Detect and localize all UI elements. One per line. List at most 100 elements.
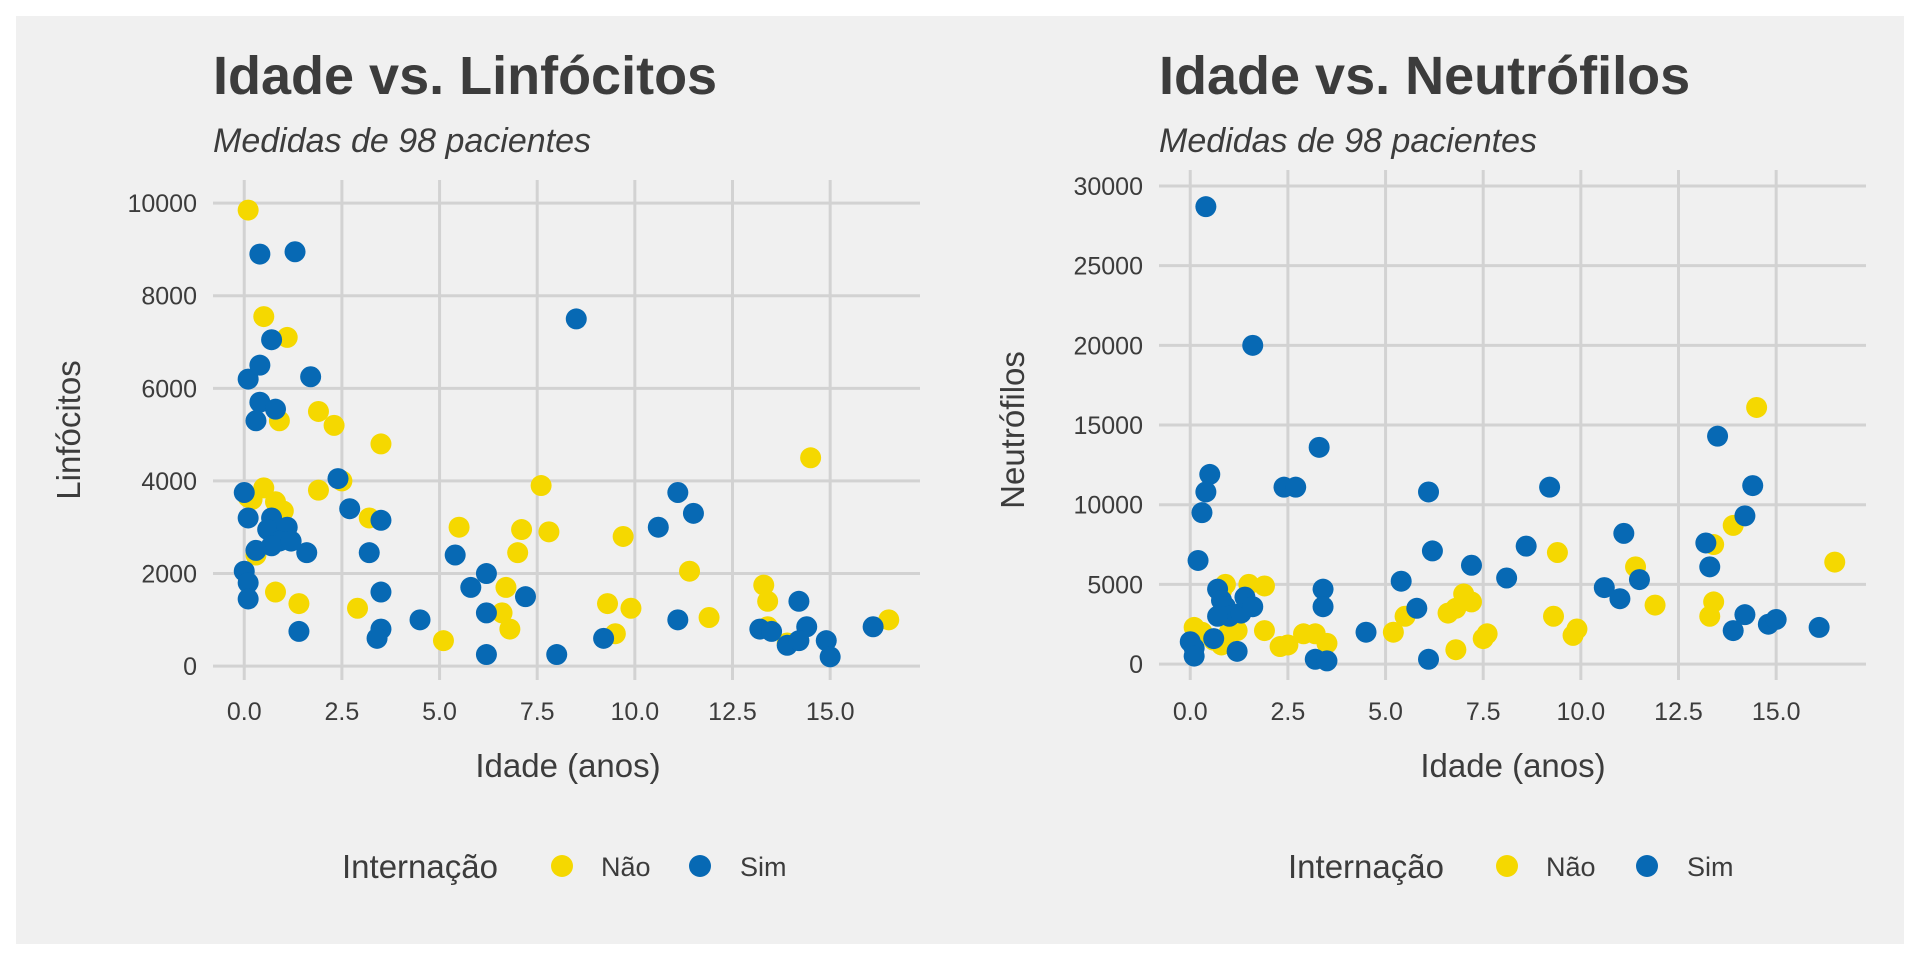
data-point: [1285, 476, 1307, 498]
data-point: [620, 597, 642, 619]
data-point: [788, 630, 810, 652]
x-axis-label: Idade (anos): [1420, 747, 1605, 784]
data-point: [1242, 596, 1264, 618]
data-point: [1824, 551, 1846, 573]
y-tick-label: 15000: [1073, 412, 1143, 440]
data-point: [815, 630, 837, 652]
data-point: [667, 482, 689, 503]
chart-title: Idade vs. Neutrófilos: [1159, 46, 1690, 106]
data-point: [1418, 648, 1440, 670]
data-point: [1226, 640, 1248, 662]
data-point: [307, 479, 329, 501]
data-point: [546, 644, 568, 666]
data-point: [280, 530, 302, 552]
y-axis-label: Linfócitos: [50, 360, 87, 499]
data-point: [491, 602, 513, 624]
data-point: [612, 525, 634, 547]
data-point: [1203, 628, 1225, 650]
data-point: [276, 326, 298, 348]
legend-title: Internação: [342, 848, 498, 885]
data-point: [296, 542, 318, 564]
y-tick-labels: 0 5000 10000 15000 20000 25000 30000: [1073, 173, 1143, 679]
data-point: [444, 544, 466, 566]
data-point: [1191, 502, 1213, 524]
data-point: [761, 620, 783, 642]
data-point: [1312, 578, 1334, 600]
data-point: [347, 597, 369, 619]
data-point: [1566, 618, 1588, 640]
y-tick-labels: 0 2000 4000 6000 8000 10000: [127, 190, 197, 681]
data-point: [300, 366, 322, 388]
chart-title: Idade vs. Linfócitos: [213, 46, 717, 106]
y-tick-label: 4000: [141, 468, 197, 496]
data-point: [249, 391, 271, 413]
x-tick-label: 10.0: [611, 698, 660, 726]
y-tick-label: 5000: [1087, 571, 1143, 599]
data-point: [253, 306, 275, 328]
grid-lines: [1159, 170, 1866, 680]
data-point: [1312, 596, 1334, 618]
data-point: [233, 482, 255, 503]
data-point: [800, 447, 822, 469]
data-point: [1539, 476, 1561, 498]
data-point: [307, 400, 329, 422]
data-point: [565, 308, 587, 330]
data-point: [1445, 639, 1467, 661]
legend-marker-nao: [1496, 855, 1518, 877]
data-point: [878, 609, 900, 631]
legend-label-nao: Não: [601, 852, 651, 882]
data-point: [1253, 620, 1275, 642]
data-point: [499, 618, 521, 640]
data-point: [261, 329, 283, 351]
grid-lines: [213, 180, 920, 680]
data-point: [1460, 591, 1482, 613]
legend: Internação Não Sim: [1288, 848, 1734, 885]
data-point: [370, 433, 392, 455]
data-point: [1644, 594, 1666, 616]
x-tick-label: 0.0: [1173, 698, 1208, 726]
data-point: [409, 609, 431, 631]
data-point: [1546, 542, 1568, 563]
data-point: [1695, 532, 1717, 554]
data-point: [757, 590, 779, 612]
data-point: [495, 576, 517, 598]
data-point: [1703, 591, 1725, 613]
data-point: [366, 627, 388, 649]
data-point: [370, 509, 392, 531]
x-tick-label: 7.5: [1466, 698, 1501, 726]
y-tick-label: 2000: [141, 561, 197, 589]
x-tick-label: 0.0: [227, 698, 262, 726]
data-point: [1207, 605, 1229, 627]
data-point: [1187, 549, 1209, 571]
data-point: [1609, 588, 1631, 610]
data-point: [1476, 623, 1498, 645]
data-point: [1355, 621, 1377, 643]
data-point: [358, 542, 380, 564]
data-point: [1316, 650, 1338, 672]
data-point: [753, 574, 775, 596]
x-tick-labels: 0.0 2.5 5.0 7.5 10.0 12.5 15.0: [227, 698, 855, 726]
x-tick-label: 15.0: [1752, 698, 1801, 726]
x-tick-label: 5.0: [1368, 698, 1403, 726]
data-point: [323, 414, 345, 436]
y-tick-label: 6000: [141, 375, 197, 403]
y-tick-label: 30000: [1073, 173, 1143, 201]
legend-marker-sim: [689, 855, 711, 877]
data-point: [1707, 425, 1729, 447]
data-point: [1734, 505, 1756, 527]
data-point: [1421, 540, 1443, 562]
data-point: [245, 539, 267, 561]
legend-title: Internação: [1288, 848, 1444, 885]
data-point: [370, 581, 392, 603]
y-axis-label: Neutrófilos: [994, 351, 1031, 509]
data-point: [264, 398, 286, 420]
data-point: [1742, 475, 1764, 497]
x-tick-label: 10.0: [1557, 698, 1606, 726]
data-point: [1734, 604, 1756, 626]
data-point: [1699, 556, 1721, 578]
y-tick-label: 10000: [127, 190, 197, 218]
data-point: [647, 516, 669, 538]
data-point: [475, 644, 497, 666]
chart-subtitle: Medidas de 98 pacientes: [213, 122, 591, 160]
data-point: [530, 475, 552, 497]
